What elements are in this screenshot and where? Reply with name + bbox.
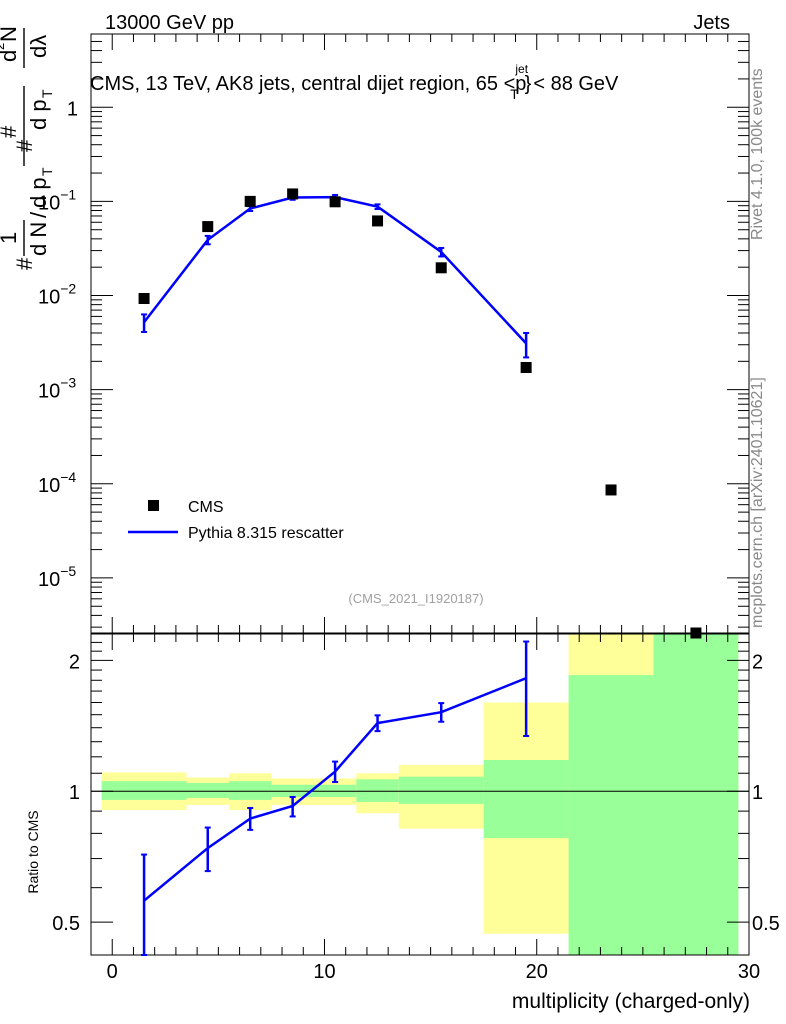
svg-text:dλ: dλ [26,35,51,58]
ratio-y-axis-label: Ratio to CMS [25,810,41,893]
cms-data-point [435,262,447,274]
svg-text:T: T [39,167,55,176]
ratio-band-inner-1 [186,782,229,798]
ratio-curve [143,677,527,902]
ratio-band-inner-6 [483,759,569,839]
main-y-tick-label: 1 [67,98,78,120]
cms-data-point [520,361,532,373]
main-y-tick-label: 10−2 [38,281,76,309]
x-axis-label: multiplicity (charged-only) [512,990,750,1013]
ratio-band-inner-4 [356,779,399,802]
cms-data-point [202,221,214,233]
svg-text:#: # [12,257,37,270]
plot-frames [90,33,750,956]
ratio-y-tick-label-right: 0.5 [752,913,780,935]
ratio-y-tick-label-left: 0.5 [52,913,80,935]
svg-text:d: d [0,50,21,62]
plot-title: CMS, 13 TeV, AK8 jets, central dijet reg… [90,62,619,102]
axis-ticks [90,33,750,955]
mcplots-reference-label: mcplots.cern.ch [arXiv:2401.10621] [749,377,766,628]
cms-data-point [372,215,384,227]
cms-data-point [690,627,702,639]
main-y-tick-label: 10−1 [38,186,76,214]
svg-text:d p: d p [26,99,51,130]
svg-text:2: 2 [0,43,7,50]
svg-text:d N: d N [26,222,51,256]
ratio-panel-data [141,640,530,956]
ratio-band-inner-8 [653,634,739,955]
legend-data-marker [148,500,159,511]
legend: CMS Pythia 8.315 rescatter [128,499,344,542]
svg-text:1: 1 [0,232,21,244]
collision-label: 13000 GeV pp [105,12,234,34]
ratio-y-tick-label-right: 1 [752,782,763,804]
legend-data-label: CMS [188,499,224,516]
axis-tick-labels: 0 10 20 30 1 10−1 10−2 10−3 10−4 10−5 0.5 0.5 1 1 2 2 [38,98,780,983]
cms-data-point [244,195,256,207]
ratio-y-tick-label-left: 2 [69,651,80,673]
svg-text:T: T [39,89,55,98]
main-y-axis-label: # 1 d N / d p T # # d p T d 2 N dλ [0,26,55,270]
analysis-id-watermark: (CMS_2021_I1920187) [348,591,483,606]
ratio-y-tick-label-right: 2 [752,651,763,673]
ratio-panel-frame [90,633,750,956]
cms-data-point [138,292,150,304]
svg-text:N: N [0,26,21,42]
main-y-tick-label: 10−3 [38,375,76,403]
ratio-band-inner-0 [101,781,187,800]
main-y-tick-label: 10−4 [38,469,76,497]
ratio-y-tick-label-left: 1 [69,782,80,804]
x-tick-label: 30 [738,961,760,983]
svg-text:/: / [26,211,51,218]
x-tick-label: 10 [313,961,335,983]
cms-data-point [329,196,341,208]
rivet-version-label: Rivet 4.1.0, 100k events [749,68,766,240]
process-label: Jets [693,12,730,34]
x-tick-label: 0 [107,961,118,983]
ratio-band-inner-7 [568,675,654,955]
ratio-band-inner-2 [228,781,272,800]
mc-curve [143,195,528,345]
svg-text:#: # [0,125,21,138]
main-y-tick-label: 10−5 [38,563,76,591]
main-panel-frame [90,33,750,634]
main-panel-data [138,188,702,639]
cms-data-point [287,188,299,200]
ratio-band-inner-5 [398,776,484,804]
ratio-uncertainty-bands [101,634,739,955]
svg-text:d p: d p [26,177,51,208]
legend-mc-label: Pythia 8.315 rescatter [188,525,344,542]
cms-data-point [605,484,617,496]
x-tick-label: 20 [526,961,548,983]
